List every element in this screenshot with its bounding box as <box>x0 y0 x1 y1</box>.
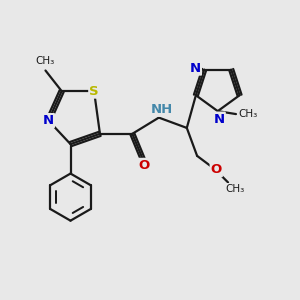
Text: N: N <box>214 112 225 126</box>
Text: CH₃: CH₃ <box>36 56 55 66</box>
Text: S: S <box>89 85 99 98</box>
Text: NH: NH <box>151 103 173 116</box>
Text: N: N <box>43 114 54 127</box>
Text: CH₃: CH₃ <box>225 184 244 194</box>
Text: N: N <box>190 61 201 75</box>
Text: CH₃: CH₃ <box>239 109 258 119</box>
Text: O: O <box>211 163 222 176</box>
Text: O: O <box>139 159 150 172</box>
